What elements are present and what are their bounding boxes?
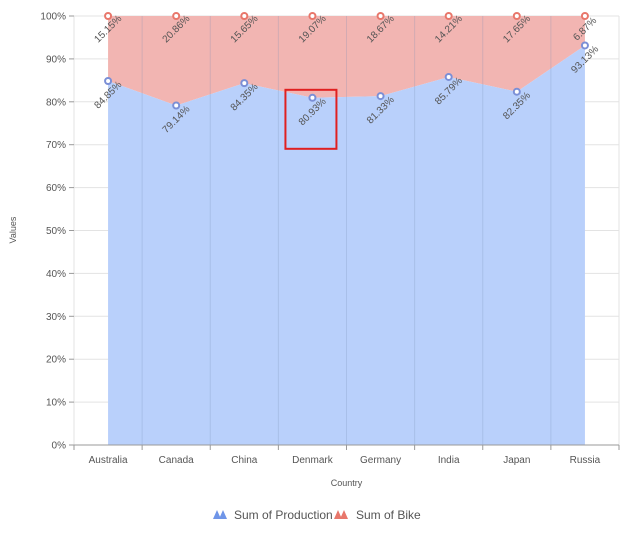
y-tick-label: 80% — [46, 97, 66, 108]
legend-icon-sum-of-production[interactable] — [213, 510, 227, 519]
x-axis-title: Country — [331, 478, 363, 488]
y-tick-label: 0% — [52, 441, 67, 452]
legend-label-sum-of-production: Sum of Production — [234, 508, 333, 522]
point-sum-of-production[interactable] — [580, 41, 589, 50]
y-tick-label: 10% — [46, 398, 66, 409]
point-sum-of-bike[interactable] — [444, 12, 453, 20]
point-sum-of-production[interactable] — [172, 101, 181, 110]
y-tick-label: 100% — [40, 12, 66, 23]
point-sum-of-production[interactable] — [308, 93, 317, 102]
x-tick-label: Japan — [503, 455, 530, 466]
point-sum-of-bike[interactable] — [376, 12, 385, 20]
x-tick-label: Australia — [89, 455, 128, 466]
y-tick-label: 50% — [46, 226, 66, 237]
y-tick-label: 70% — [46, 140, 66, 151]
point-sum-of-production[interactable] — [376, 92, 385, 101]
point-sum-of-bike[interactable] — [172, 12, 181, 20]
y-tick-label: 20% — [46, 355, 66, 366]
point-sum-of-production[interactable] — [444, 72, 453, 81]
y-tick-label: 60% — [46, 183, 66, 194]
x-tick-label: India — [438, 455, 460, 466]
point-sum-of-bike[interactable] — [512, 12, 521, 20]
legend-label-sum-of-bike: Sum of Bike — [356, 508, 421, 522]
area-sum-of-production — [108, 45, 585, 446]
legend-icon-sum-of-bike[interactable] — [334, 510, 348, 519]
y-tick-label: 40% — [46, 269, 66, 280]
x-tick-label: Germany — [360, 455, 401, 466]
point-sum-of-bike[interactable] — [104, 12, 113, 20]
y-tick-label: 90% — [46, 54, 66, 65]
x-tick-label: Russia — [570, 455, 601, 466]
x-tick-label: China — [231, 455, 258, 466]
point-sum-of-production[interactable] — [240, 79, 249, 88]
highlight-box — [284, 88, 338, 150]
point-sum-of-production[interactable] — [104, 76, 113, 85]
x-tick-label: Denmark — [292, 455, 334, 466]
point-sum-of-bike[interactable] — [580, 12, 589, 20]
area-sum-of-bike — [108, 16, 585, 106]
y-tick-label: 30% — [46, 312, 66, 323]
y-axis-title: Values — [8, 216, 18, 243]
point-sum-of-production[interactable] — [512, 87, 521, 96]
x-tick-label: Canada — [159, 455, 194, 466]
point-sum-of-bike[interactable] — [308, 12, 317, 20]
point-sum-of-bike[interactable] — [240, 12, 249, 20]
